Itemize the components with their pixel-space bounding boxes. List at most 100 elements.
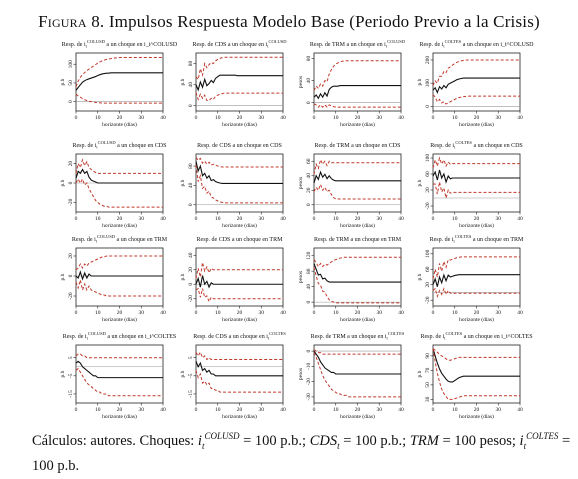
x-tick-label: 40 [160, 310, 166, 316]
upper-band-line [75, 56, 163, 87]
x-tick-label: 20 [355, 115, 361, 121]
shock-1-symbol: itCOLUSD [197, 431, 240, 451]
shock-2-symbol: CDSt [309, 432, 340, 451]
irf-line [75, 270, 163, 281]
irf-line [313, 350, 401, 375]
x-tick-label: 20 [117, 115, 123, 121]
irf-chart: Resp. de itCOLUSD a un choque en i_t^COL… [60, 39, 178, 128]
figure-title: Figura 8. Impulsos Respuesta Modelo Base… [0, 12, 578, 32]
irf-line [195, 161, 283, 185]
x-tick-label: 40 [398, 216, 404, 222]
y-tick-label: 20 [68, 253, 74, 259]
x-axis-label: horizonte (días) [340, 316, 375, 323]
x-tick-label: 0 [195, 216, 198, 222]
panel-title: Resp. de itCOLUSD a un choque en CDS [73, 140, 167, 150]
panel-title: Resp. de itCOLTES a un choque en i_t^COL… [420, 331, 532, 341]
caption-lead: Cálculos: autores. Choques: [32, 432, 195, 449]
x-tick-label: 10 [333, 216, 339, 222]
figure-label: Figura 8. [38, 12, 105, 31]
x-tick-label: 10 [95, 310, 101, 316]
x-tick-label: 40 [160, 407, 166, 413]
shock-4-value: = [562, 432, 571, 449]
y-tick-label: 70 [425, 367, 431, 373]
x-tick-label: 0 [432, 216, 435, 222]
irf-chart: Resp. de CDS a un choque en CDS 0 10 20 30 40… [180, 143, 286, 229]
irf-panel: Resp. de itCOLTES a un choque en TRM 0 10 2… [413, 234, 528, 328]
x-tick-label: 40 [280, 115, 286, 121]
y-tick-label: 40 [188, 82, 194, 88]
y-tick-label: 80 [188, 163, 194, 169]
plot-frame [75, 247, 164, 307]
y-axis-label: pesos [298, 368, 304, 380]
x-tick-label: 20 [355, 216, 361, 222]
irf-chart: Resp. de itCOLTES a un choque en i_t^COL… [417, 39, 534, 128]
y-axis-label: pesos [298, 271, 304, 283]
y-tick-label: 20 [425, 282, 431, 288]
y-axis-label: p.b [180, 179, 186, 186]
x-tick-label: 10 [333, 115, 339, 121]
x-tick-label: 0 [75, 407, 78, 413]
x-tick-label: 40 [398, 407, 404, 413]
x-tick-label: 40 [517, 407, 523, 413]
x-axis-label: horizonte (días) [102, 316, 137, 323]
panel-title: Resp. de TRM a un choque en TRM [314, 237, 402, 243]
x-tick-label: 40 [398, 310, 404, 316]
x-axis-label: horizonte (días) [459, 222, 494, 229]
x-tick-label: 20 [117, 407, 123, 413]
upper-band-line [313, 60, 401, 91]
irf-grid: Resp. de itCOLUSD a un choque en i_t^COL… [56, 39, 534, 425]
irf-chart: Resp. de itCOLTES a un choque en i_t^COL… [417, 331, 533, 420]
plot-frame [432, 344, 521, 404]
irf-chart: Resp. de CDS a un choque en itCOLTES 0 10 2… [180, 331, 286, 420]
y-tick-label: 20 [68, 161, 74, 167]
y-axis-label: p.b [417, 179, 423, 186]
x-tick-label: 40 [160, 216, 166, 222]
irf-chart: Resp. de itCOLUSD a un choque en CDS 0 10 2… [60, 140, 167, 229]
x-tick-label: 0 [75, 216, 78, 222]
x-tick-label: 30 [259, 216, 265, 222]
irf-panel: Resp. de TRM a un choque en itCOLTES 0 10 2… [294, 331, 409, 425]
y-tick-label: 120 [306, 251, 312, 260]
irf-panel: Resp. de TRM a un choque en CDS 0 10 20 30 40… [294, 142, 409, 234]
irf-panel: Resp. de CDS a un choque en TRM 0 10 20 30 40… [176, 236, 291, 328]
irf-line [75, 360, 163, 379]
x-tick-label: 30 [377, 216, 383, 222]
lower-band-line [195, 165, 283, 204]
y-tick-label: 40 [306, 284, 312, 290]
upper-band-line [432, 59, 520, 86]
irf-panel: Resp. de CDS a un choque en itCOLTES 0 10 2… [176, 331, 291, 425]
x-axis-label: horizonte (días) [222, 121, 257, 128]
y-tick-label: 0 [188, 283, 194, 286]
plot-frame [313, 247, 402, 307]
x-axis-label: horizonte (días) [459, 413, 494, 420]
x-tick-label: 10 [95, 407, 101, 413]
y-tick-label: 0 [306, 349, 312, 352]
y-tick-label: -20 [306, 378, 312, 386]
irf-chart: Resp. de TRM a un choque en itCOLTES 0 10 2… [298, 331, 405, 420]
lower-band-line [313, 267, 401, 304]
y-tick-label: 50 [425, 382, 431, 388]
upper-band-line [313, 158, 401, 175]
x-axis-label: horizonte (días) [459, 121, 494, 128]
irf-panel: Resp. de CDS a un choque en CDS 0 10 20 30 40… [176, 142, 291, 234]
y-tick-label: 0 [306, 203, 312, 206]
irf-line [432, 77, 520, 94]
irf-panel: Resp. de TRM a un choque en TRM 0 10 20 30 40… [294, 236, 409, 328]
caption-tail: 100 p.b. [32, 457, 80, 474]
x-tick-label: 10 [333, 310, 339, 316]
x-tick-label: 20 [474, 407, 480, 413]
y-tick-label: -20 [188, 295, 194, 303]
panel-title: Resp. de itCOLTES a un choque en CDS [430, 140, 523, 150]
plot-frame [195, 52, 284, 112]
y-tick-label: 0 [306, 101, 312, 104]
x-tick-label: 0 [313, 216, 316, 222]
y-tick-label: 100 [68, 60, 74, 69]
irf-chart: Resp. de TRM a un choque en itCOLUSD 0 10 2… [298, 39, 406, 128]
x-axis-label: horizonte (días) [222, 316, 257, 323]
x-tick-label: 20 [237, 407, 243, 413]
irf-chart: Resp. de itCOLUSD a un choque en TRM 0 10 2… [60, 234, 168, 323]
irf-line [432, 348, 520, 383]
x-tick-label: 40 [160, 115, 166, 121]
irf-panel: Resp. de itCOLUSD a un choque en TRM 0 10 2… [56, 234, 171, 328]
x-tick-label: 40 [517, 115, 523, 121]
